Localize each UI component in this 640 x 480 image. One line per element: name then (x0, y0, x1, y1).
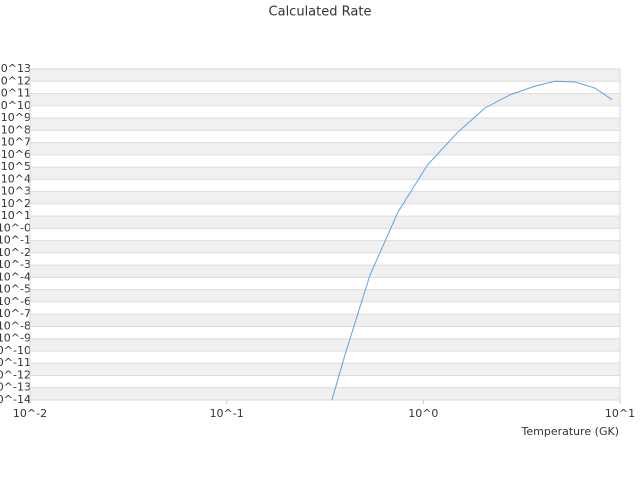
y-tick-label: 10^-5 (0, 283, 31, 296)
y-tick-label: 10^8 (1, 123, 31, 136)
plot-background (30, 69, 620, 400)
grid-band (30, 93, 620, 106)
y-tick-label: 10^6 (1, 148, 31, 161)
y-tick-label: 10^5 (1, 160, 31, 173)
grid-band (30, 118, 620, 131)
y-tick-label: 10^10 (0, 99, 31, 112)
grid-band (30, 142, 620, 155)
x-tick-label: 10^-1 (210, 407, 244, 420)
x-tick-label: 10^-2 (13, 407, 47, 420)
data-line (331, 80, 613, 401)
y-tick-label: 10^-2 (0, 246, 31, 259)
x-tick-label: 10^0 (408, 407, 438, 420)
x-tick-label: 10^1 (605, 407, 635, 420)
y-tick-label: 10^-3 (0, 258, 31, 271)
y-tick-label: 10^3 (1, 185, 31, 198)
y-tick-label: 10^1 (1, 209, 31, 222)
y-tick-label: 10^-7 (0, 307, 31, 320)
grid (30, 68, 620, 401)
grid-band (30, 363, 620, 376)
y-tick-label: 10^13 (0, 62, 31, 75)
y-tick-label: 10^2 (1, 197, 31, 210)
grid-band (30, 216, 620, 229)
y-tick-label: 10^-13 (0, 381, 31, 394)
y-tick-label: 10^-9 (0, 332, 31, 345)
y-tick-label: 10^-0 (0, 221, 31, 234)
y-tick-label: 10^-4 (0, 270, 31, 283)
grid-band (30, 289, 620, 302)
y-tick-label: 10^4 (1, 172, 31, 185)
y-tick-label: 10^-1 (0, 234, 31, 247)
chart-title: Calculated Rate (269, 5, 372, 20)
grid-band (30, 338, 620, 351)
grid-band (30, 191, 620, 204)
plot-frame (29, 68, 621, 401)
x-axis-label: Temperature (GK) (521, 425, 620, 438)
y-tick-label: 10^-14 (0, 393, 31, 406)
y-tick-label: 10^11 (0, 87, 31, 100)
grid-band (30, 314, 620, 327)
y-tick-label: 10^-8 (0, 319, 31, 332)
y-tick-label: 10^-11 (0, 356, 31, 369)
grid-band (30, 240, 620, 253)
y-tick-label: 10^12 (0, 74, 31, 87)
grid-band (30, 265, 620, 278)
grid-band (30, 387, 620, 400)
y-tick-label: 10^-6 (0, 295, 31, 308)
y-tick-label: 10^-12 (0, 368, 31, 381)
grid-band (30, 167, 620, 180)
y-tick-label: 10^7 (1, 136, 31, 149)
y-tick-label: 10^9 (1, 111, 31, 124)
y-tick-label: 10^-10 (0, 344, 31, 357)
grid-band (30, 69, 620, 82)
